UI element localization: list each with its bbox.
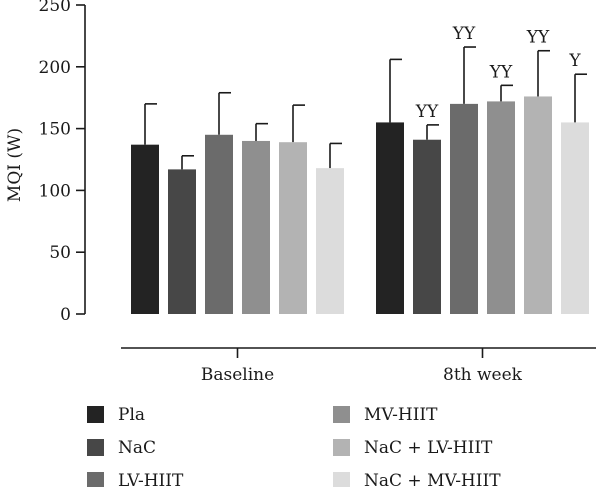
bar	[450, 103, 478, 314]
y-tick-label: 0	[60, 305, 71, 325]
x-tick-label: Baseline	[201, 365, 274, 385]
y-tick-label: 200	[39, 58, 71, 78]
bar	[561, 122, 589, 314]
legend-label: MV-HIIT	[364, 405, 438, 425]
legend-label: NaC + MV-HIIT	[364, 471, 501, 487]
bar	[168, 169, 196, 314]
significance-label: YY	[489, 62, 513, 82]
legend-label: LV-HIIT	[118, 471, 184, 487]
y-axis-title: MQI (W)	[5, 128, 25, 202]
bar	[279, 142, 307, 314]
legend-swatch	[333, 406, 350, 423]
y-tick-label: 50	[49, 243, 71, 263]
significance-label: YY	[526, 28, 550, 48]
legend-label: NaC + LV-HIIT	[364, 438, 493, 458]
significance-label: YY	[452, 24, 476, 44]
legend-label: NaC	[118, 438, 156, 458]
significance-label: YY	[415, 102, 439, 122]
legend-swatch	[87, 406, 104, 423]
y-axis: 0 50 100 150 200 250	[39, 0, 86, 325]
legend-swatch	[333, 439, 350, 456]
bar	[242, 140, 270, 314]
legend: Pla NaC LV-HIIT MV-HIIT NaC + LV-HIIT NaC + M…	[87, 405, 501, 491]
bar	[413, 139, 441, 314]
legend-label: Pla	[118, 405, 145, 425]
legend-swatch	[87, 439, 104, 456]
y-tick-label: 150	[39, 120, 71, 140]
bar	[376, 122, 404, 314]
legend-swatch	[87, 472, 104, 489]
y-tick-label: 100	[39, 181, 71, 201]
y-tick-label: 250	[39, 0, 71, 16]
significance-label: Y	[568, 51, 581, 71]
legend-swatch	[333, 472, 350, 489]
bar	[524, 96, 552, 315]
bar	[205, 134, 233, 314]
bar	[131, 144, 159, 314]
bar	[487, 101, 515, 315]
bar	[316, 168, 344, 314]
x-axis: Baseline 8th week	[121, 347, 596, 385]
x-tick-label: 8th week	[443, 365, 523, 385]
